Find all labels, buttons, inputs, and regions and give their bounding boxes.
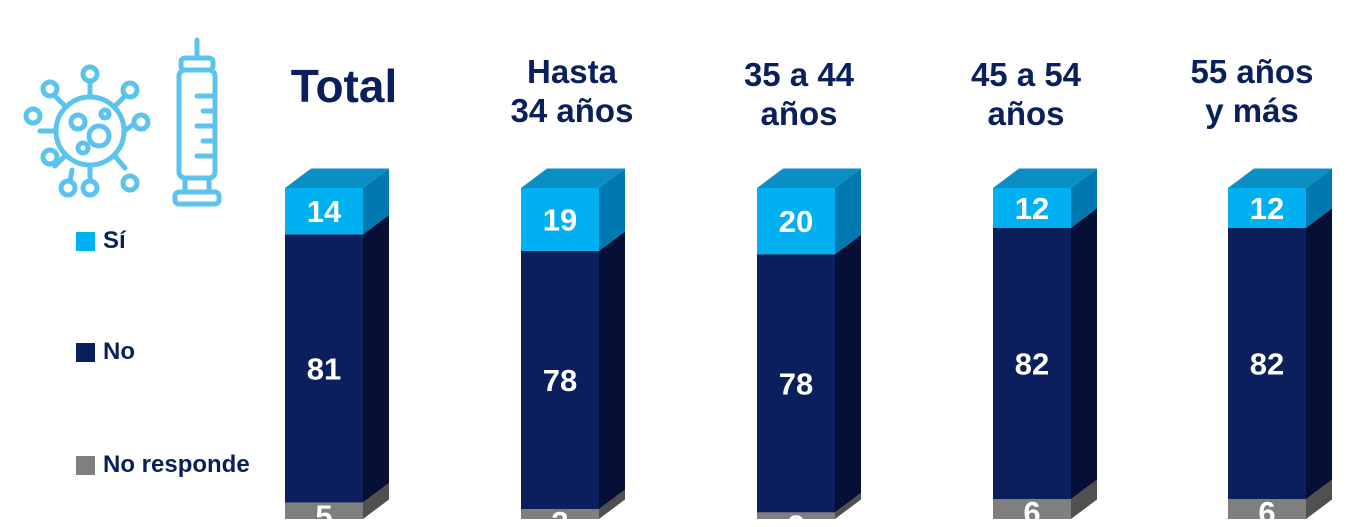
legend-swatch-si xyxy=(76,231,95,251)
bar-side-hasta-34-no-responde xyxy=(599,489,625,519)
data-label-45-54-no-responde: 6 xyxy=(1023,495,1040,527)
bar-45-54-no xyxy=(993,227,1071,500)
bar-35-44-no xyxy=(757,254,835,513)
bar-total-si xyxy=(285,188,363,235)
bar-total-no xyxy=(285,234,363,503)
vaccine-illustration xyxy=(15,36,245,221)
bar-side-total-no xyxy=(363,214,389,503)
legend-item-no: No xyxy=(76,338,135,366)
legend-swatch-no xyxy=(76,342,95,362)
legend-item-si: Sí xyxy=(76,227,126,255)
bar-side-35-44-no xyxy=(835,234,861,513)
bar-hasta-34-no-responde xyxy=(521,509,599,519)
bar-side-55-mas-no-responde xyxy=(1306,479,1332,519)
bar-total-no-responde xyxy=(285,502,363,519)
bar-top-hasta-34 xyxy=(521,168,625,188)
bar-top-total xyxy=(285,168,389,188)
bar-55-mas-no-responde xyxy=(1228,499,1306,519)
legend-label-no-responde: No responde xyxy=(103,451,250,478)
bar-35-44-si xyxy=(757,188,835,255)
data-label-total-no-responde: 5 xyxy=(315,498,332,527)
category-label-35-44: 35 a 44 años xyxy=(743,56,855,132)
bar-side-45-54-no-responde xyxy=(1071,479,1097,519)
data-label-total-si: 14 xyxy=(307,194,342,229)
data-label-45-54-si: 12 xyxy=(1015,191,1049,226)
category-label-hasta-34: Hasta 34 años xyxy=(510,53,634,129)
data-label-55-mas-no-responde: 6 xyxy=(1258,495,1275,527)
bar-55-mas-no xyxy=(1228,227,1306,500)
bar-side-55-mas-no xyxy=(1306,208,1332,500)
data-label-55-mas-no: 82 xyxy=(1250,346,1284,381)
bar-top-55-mas xyxy=(1228,168,1332,188)
bar-side-hasta-34-no xyxy=(599,231,625,510)
data-label-45-54-no: 82 xyxy=(1015,346,1049,381)
bar-hasta-34-no xyxy=(521,250,599,510)
bar-side-hasta-34-si xyxy=(599,168,625,251)
legend-label-si: Sí xyxy=(103,227,126,254)
bar-side-35-44-no-responde xyxy=(835,492,861,519)
data-label-55-mas-si: 12 xyxy=(1250,191,1284,226)
bar-side-45-54-no xyxy=(1071,208,1097,500)
legend-swatch-no-responde xyxy=(76,455,95,475)
bar-side-total-si xyxy=(363,168,389,235)
category-label-total: Total xyxy=(290,60,398,112)
data-label-35-44-no: 78 xyxy=(779,366,813,401)
bar-side-55-mas-si xyxy=(1306,168,1332,228)
virus-icon xyxy=(23,37,222,207)
data-label-hasta-34-si: 19 xyxy=(543,202,577,237)
bar-45-54-no-responde xyxy=(993,499,1071,519)
syringe-icon xyxy=(172,37,222,207)
data-label-35-44-si: 20 xyxy=(779,204,813,239)
bar-side-total-no-responde xyxy=(363,482,389,519)
category-label-45-54: 45 a 54 años xyxy=(970,56,1082,132)
data-label-total-no: 81 xyxy=(307,351,341,386)
bar-side-35-44-si xyxy=(835,168,861,255)
bar-55-mas-si xyxy=(1228,188,1306,228)
data-label-35-44-no-responde: 2 xyxy=(787,508,804,527)
bar-top-45-54 xyxy=(993,168,1097,188)
bar-top-35-44 xyxy=(757,168,861,188)
data-label-hasta-34-no: 78 xyxy=(543,363,577,398)
bar-35-44-no-responde xyxy=(757,512,835,519)
bar-side-45-54-si xyxy=(1071,168,1097,228)
bar-45-54-si xyxy=(993,188,1071,228)
data-label-hasta-34-no-responde: 3 xyxy=(551,505,568,527)
legend-label-no: No xyxy=(103,338,135,365)
bar-hasta-34-si xyxy=(521,188,599,251)
category-label-55-mas: 55 años y más xyxy=(1190,53,1314,129)
legend-item-no-responde: No responde xyxy=(76,451,250,479)
